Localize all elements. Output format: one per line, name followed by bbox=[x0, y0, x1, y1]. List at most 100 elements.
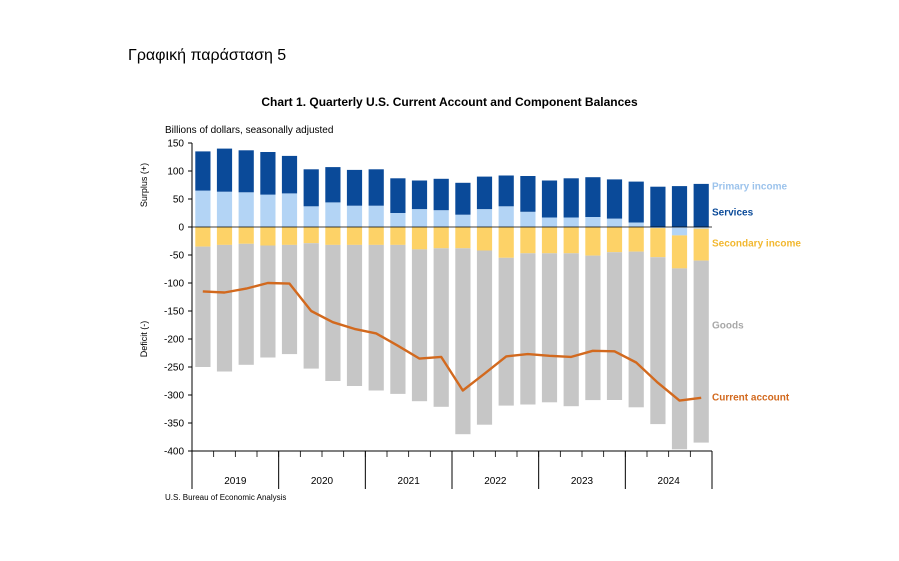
bar-services-13 bbox=[476, 176, 493, 210]
bar-secondary-income-18 bbox=[585, 227, 601, 256]
bar-secondary-income-5 bbox=[303, 227, 319, 244]
bar-goods-13 bbox=[476, 250, 493, 425]
bar-primary-income-6 bbox=[325, 202, 341, 227]
year-label-2022: 2022 bbox=[484, 476, 507, 487]
bar-goods-4 bbox=[281, 244, 298, 355]
bar-secondary-income-13 bbox=[476, 227, 493, 251]
bar-primary-income-0 bbox=[195, 190, 211, 227]
bar-goods-1 bbox=[216, 244, 233, 372]
bar-services-14 bbox=[498, 175, 514, 207]
bar-goods-3 bbox=[260, 245, 276, 358]
bar-services-8 bbox=[368, 169, 384, 206]
bar-primary-income-5 bbox=[303, 206, 319, 227]
bar-primary-income-22 bbox=[671, 227, 688, 236]
bar-services-16 bbox=[541, 180, 558, 218]
bar-goods-8 bbox=[368, 244, 384, 391]
bar-services-6 bbox=[325, 167, 341, 203]
bar-primary-income-9 bbox=[390, 213, 406, 227]
bar-primary-income-15 bbox=[520, 211, 536, 227]
slide-title: Γραφική παράσταση 5 bbox=[128, 47, 287, 64]
year-label-2021: 2021 bbox=[398, 476, 421, 487]
bar-goods-21 bbox=[650, 257, 666, 425]
y-tick-label: -350 bbox=[164, 419, 184, 430]
bar-secondary-income-12 bbox=[455, 227, 471, 249]
year-label-2024: 2024 bbox=[658, 476, 681, 487]
current-account-line-layer bbox=[202, 281, 702, 402]
bar-services-11 bbox=[433, 178, 449, 211]
bar-primary-income-12 bbox=[455, 214, 471, 227]
bar-goods-15 bbox=[520, 253, 536, 405]
bar-secondary-income-20 bbox=[628, 227, 644, 252]
bar-services-21 bbox=[650, 186, 666, 227]
bar-primary-income-10 bbox=[411, 209, 428, 227]
bar-goods-2 bbox=[238, 243, 254, 365]
current-account-line bbox=[202, 281, 702, 402]
bar-secondary-income-23 bbox=[693, 228, 709, 261]
bar-services-19 bbox=[606, 179, 623, 219]
surplus-label: Surplus (+) bbox=[139, 163, 149, 207]
bar-services-1 bbox=[216, 148, 233, 192]
y-tick-label: 50 bbox=[173, 195, 185, 206]
bar-secondary-income-21 bbox=[650, 228, 666, 258]
bar-goods-17 bbox=[563, 253, 579, 407]
bar-secondary-income-0 bbox=[195, 227, 211, 247]
bar-services-18 bbox=[585, 177, 601, 217]
bar-goods-14 bbox=[498, 257, 514, 406]
bar-services-22 bbox=[671, 186, 688, 227]
bar-secondary-income-15 bbox=[520, 227, 536, 254]
bar-primary-income-18 bbox=[585, 216, 601, 227]
bar-services-23 bbox=[693, 183, 709, 227]
bar-services-10 bbox=[411, 180, 428, 210]
bar-services-9 bbox=[390, 178, 406, 213]
bar-primary-income-1 bbox=[216, 191, 233, 227]
bar-secondary-income-19 bbox=[606, 227, 623, 253]
y-tick-label: -50 bbox=[170, 251, 185, 262]
bar-primary-income-11 bbox=[433, 210, 449, 227]
bar-primary-income-21 bbox=[650, 227, 666, 229]
bar-goods-10 bbox=[411, 249, 428, 402]
bar-secondary-income-6 bbox=[325, 227, 341, 245]
y-tick-label: -200 bbox=[164, 335, 184, 346]
bar-secondary-income-17 bbox=[563, 227, 579, 254]
bar-primary-income-19 bbox=[606, 218, 623, 227]
bar-primary-income-23 bbox=[693, 227, 709, 229]
bar-goods-6 bbox=[325, 244, 341, 381]
y-tick-label: 150 bbox=[167, 139, 184, 150]
deficit-label: Deficit (-) bbox=[139, 321, 149, 358]
bar-primary-income-2 bbox=[238, 192, 254, 227]
bar-goods-19 bbox=[606, 252, 623, 400]
bar-primary-income-4 bbox=[281, 193, 298, 227]
bar-secondary-income-10 bbox=[411, 227, 428, 250]
bar-secondary-income-1 bbox=[216, 227, 233, 245]
bar-primary-income-17 bbox=[563, 217, 579, 227]
bar-secondary-income-7 bbox=[346, 227, 363, 245]
legend-goods: Goods bbox=[712, 321, 744, 332]
bar-secondary-income-3 bbox=[260, 227, 276, 246]
bar-goods-7 bbox=[346, 244, 363, 386]
bar-secondary-income-16 bbox=[541, 227, 558, 254]
bar-secondary-income-4 bbox=[281, 227, 298, 245]
bar-services-12 bbox=[455, 182, 471, 215]
bar-services-5 bbox=[303, 169, 319, 207]
year-label-2019: 2019 bbox=[224, 476, 247, 487]
bar-services-20 bbox=[628, 181, 644, 223]
bar-primary-income-20 bbox=[628, 222, 644, 227]
axes-layer: 150 100 50 0 -50 -100 -150 -200 -250 -300 -350 -400… bbox=[164, 139, 713, 489]
bar-secondary-income-14 bbox=[498, 227, 514, 258]
legend-secondary-income: Secondary income bbox=[712, 239, 801, 250]
bar-primary-income-14 bbox=[498, 206, 514, 227]
y-tick-label: -300 bbox=[164, 391, 184, 402]
bar-services-0 bbox=[195, 151, 211, 191]
bar-secondary-income-8 bbox=[368, 227, 384, 245]
labels-layer: Surplus (+) Deficit (-) Primary income Serv… bbox=[139, 163, 801, 404]
bar-primary-income-8 bbox=[368, 205, 384, 227]
bars-layer bbox=[195, 148, 709, 450]
bar-services-2 bbox=[238, 150, 254, 193]
source-label: U.S. Bureau of Economic Analysis bbox=[165, 493, 287, 502]
chart-title: Chart 1. Quarterly U.S. Current Account … bbox=[261, 95, 638, 109]
bar-goods-0 bbox=[195, 246, 211, 367]
bar-services-15 bbox=[520, 176, 536, 212]
y-tick-label: -100 bbox=[164, 279, 184, 290]
y-tick-label: 100 bbox=[167, 167, 184, 178]
